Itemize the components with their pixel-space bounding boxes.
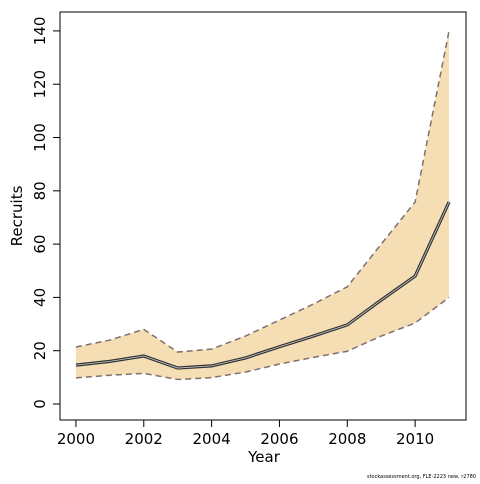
x-axis-label: Year — [247, 448, 281, 466]
x-tick-label: 2006 — [260, 430, 298, 448]
y-tick-label: 120 — [31, 70, 49, 99]
x-tick-label: 2010 — [396, 430, 434, 448]
y-tick-label: 100 — [31, 123, 49, 152]
footnote: stockassessment.org, FLE-2223 new, r2780 — [367, 474, 476, 480]
x-tick-label: 2000 — [57, 430, 95, 448]
series-line — [75, 201, 450, 369]
y-tick-label: 140 — [31, 17, 49, 46]
y-tick-label: 0 — [31, 399, 49, 409]
plot-frame — [59, 11, 467, 421]
upper-bound — [75, 30, 450, 353]
lower-bound — [75, 296, 450, 381]
y-tick-label: 40 — [31, 288, 49, 307]
y-tick-label: 20 — [31, 341, 49, 360]
y-axis-label: Recruits — [8, 185, 26, 246]
x-tick-label: 2002 — [125, 430, 163, 448]
confidence-band — [75, 30, 450, 380]
y-tick-label: 80 — [31, 181, 49, 200]
x-tick-label: 2004 — [193, 430, 231, 448]
y-tick-label: 60 — [31, 235, 49, 254]
x-tick-label: 2008 — [328, 430, 366, 448]
